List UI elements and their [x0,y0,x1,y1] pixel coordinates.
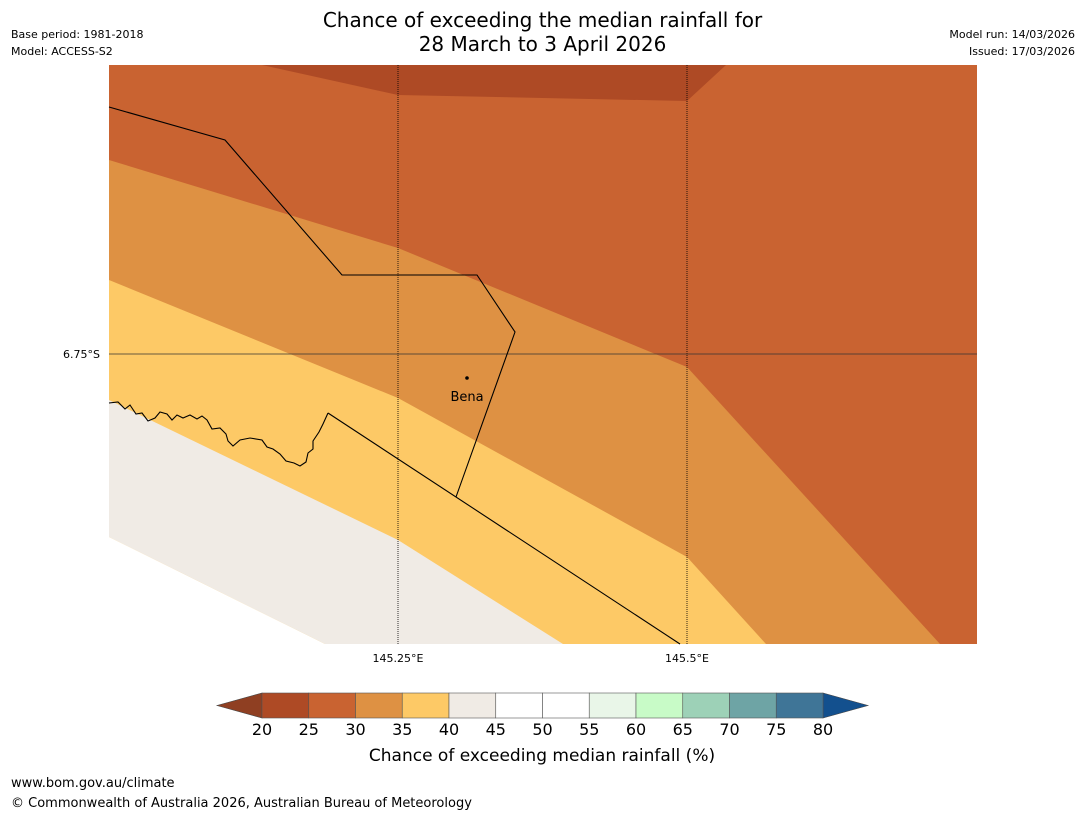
colorbar: 20 25 30 35 40 45 50 55 60 65 70 75 80 Chance of exc… [215,692,870,766]
colorbar-bin-70-75 [729,692,777,719]
colorbar-bin-65-70 [682,692,730,719]
colorbar-tick-55: 55 [579,720,599,739]
colorbar-tick-60: 60 [626,720,646,739]
colorbar-tick-35: 35 [392,720,412,739]
province-boundary [108,106,516,498]
title-line-1: Chance of exceeding the median rainfall … [322,8,763,32]
colorbar-bins [261,692,824,719]
colorbar-tick-80: 80 [813,720,833,739]
meta-left: Base period: 1981-2018 Model: ACCESS-S2 [11,26,143,60]
map-band-20-25 [262,65,726,101]
colorbar-bin-25-30 [308,692,356,719]
lat-label: 6.75°S [63,348,100,361]
colorbar-bin-75-80 [775,692,824,719]
base-period-text: Base period: 1981-2018 [11,28,144,41]
footer-url: www.bom.gov.au/climate [11,776,175,791]
colorbar-under-arrow [215,692,263,719]
place-label-bena: Bena [450,390,483,405]
colorbar-tick-70: 70 [719,720,739,739]
colorbar-tick-30: 30 [345,720,365,739]
colorbar-bin-50-55 [542,692,590,719]
map-band-40-45 [109,400,563,644]
colorbar-ticks: 20 25 30 35 40 45 50 55 60 65 70 75 80 [252,720,833,739]
colorbar-bin-40-45 [448,692,497,719]
title-line-2: 28 March to 3 April 2026 [418,32,667,56]
lon-label-145-5: 145.5°E [665,652,709,665]
lon-label-145-25: 145.25°E [373,652,424,665]
colorbar-tick-65: 65 [673,720,693,739]
colorbar-over-arrow [822,692,870,719]
meta-right: Model run: 14/03/2026 Issued: 17/03/2026 [949,26,1075,60]
colorbar-tick-40: 40 [439,720,459,739]
colorbar-tick-45: 45 [486,720,506,739]
footer-copyright: © Commonwealth of Australia 2026, Austra… [11,796,472,811]
colorbar-tick-25: 25 [299,720,319,739]
colorbar-bin-30-35 [355,692,403,719]
place-marker-bena [465,376,469,380]
map-area: Bena [108,65,977,645]
colorbar-tick-20: 20 [252,720,272,739]
colorbar-bin-35-40 [401,692,450,719]
colorbar-bin-20-25 [261,692,310,719]
issued-text: Issued: 17/03/2026 [968,45,1075,58]
model-run-text: Model run: 14/03/2026 [949,28,1075,41]
map-no-data [109,537,325,644]
colorbar-bin-60-65 [635,692,684,719]
colorbar-bin-45-50 [495,692,543,719]
colorbar-tick-50: 50 [532,720,552,739]
coastline [108,401,329,467]
colorbar-label: Chance of exceeding median rainfall (%) [369,746,715,766]
province-boundary-south [327,412,681,645]
map-figure: Bena 6.75°S 145.25°E 145.5°E 20 25 30 35 40 4… [63,65,977,766]
colorbar-tick-75: 75 [766,720,786,739]
chart-title: Chance of exceeding the median rainfall … [0,8,1085,56]
colorbar-bin-55-60 [588,692,637,719]
model-text: Model: ACCESS-S2 [11,45,113,58]
